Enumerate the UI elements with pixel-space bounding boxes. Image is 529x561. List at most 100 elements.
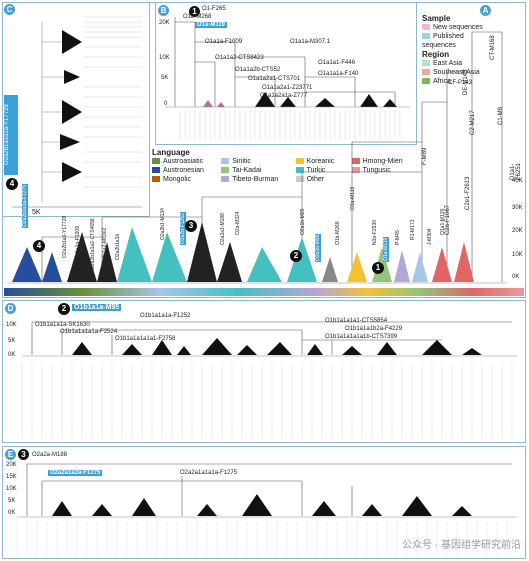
region-item-label: Southeast Asia xyxy=(433,69,480,76)
panel-e-tree xyxy=(16,463,517,556)
panel-a-clade-label: O2a2b1a1a-F1209 xyxy=(75,226,81,268)
language-swatch xyxy=(295,167,304,174)
panel-e-highlight: O2a2a1a2a-F1275 xyxy=(48,470,103,476)
language-item-label: Koreanic xyxy=(306,158,335,165)
panel-a-clade-label: O2a-M324 xyxy=(235,211,241,235)
panel-d-highlight: O1b1a1a-M95 xyxy=(72,304,122,311)
panel-a-clade-label: O2a2a1-M188 xyxy=(220,213,226,245)
language-swatch xyxy=(152,167,160,174)
panel-c-badge: 4 xyxy=(6,178,18,190)
panel-c-tree xyxy=(12,16,142,208)
language-item-label: Austroasiatic xyxy=(163,158,204,165)
region-swatch-africa xyxy=(422,78,430,85)
panel-d-label-5: O1b1a1a1a1a1-F2758 xyxy=(115,336,176,342)
panel-a-clade-label: P-M45 xyxy=(395,230,401,245)
region-item: East Asia xyxy=(422,59,492,68)
panel-b-tick-2: 5K xyxy=(161,75,169,81)
panel-a-right-tag-2: F-M89 xyxy=(422,147,428,165)
language-item: Turkic xyxy=(295,166,344,175)
panel-e-label: E xyxy=(5,449,16,460)
panel-d-label-3: O1b1a1a1a1a-F2524 xyxy=(60,329,118,335)
panel-a-ytick: 20K xyxy=(512,228,523,234)
panel-b-subclade-1: O1a1a-M307.1 xyxy=(290,39,331,45)
language-swatch xyxy=(351,167,360,174)
panel-a-clade-label: R1-M173 xyxy=(410,219,416,240)
language-swatch xyxy=(295,176,304,183)
language-swatch xyxy=(221,176,230,183)
panel-b-highlight: O1a-M119 xyxy=(195,22,228,28)
panel-a-clade-label: J-M304 xyxy=(427,228,433,245)
panel-e-tick-2: 10K xyxy=(6,486,17,492)
panel-a-clade-label: O2a2b1a1b xyxy=(115,233,121,260)
sample-item-label: Published sequences xyxy=(422,33,464,49)
language-swatch xyxy=(152,158,160,165)
panel-a-clade-label: O2a2b1a1a2-CTS4658 xyxy=(90,218,96,270)
language-legend: Language Austroasiatic Sinitic Koreanic … xyxy=(152,148,412,184)
panel-a-clade-label: Q1a1-M120 xyxy=(440,208,446,235)
panel-b-tree xyxy=(165,17,410,140)
panel-a-clade-label: N1b-F2930 xyxy=(372,219,378,245)
panel-e-tick-1: 15K xyxy=(6,474,17,480)
panel-a-highlight-1: O2a1b-M95 xyxy=(315,233,321,262)
panel-d-tick-1: 5K xyxy=(8,338,16,344)
panel-a-clade-label: O2a1b-M95 xyxy=(300,208,306,235)
language-item-label: Austronesian xyxy=(163,167,204,174)
language-item: Sinitic xyxy=(221,157,287,166)
panel-b-tick-3: 0 xyxy=(164,101,168,107)
sample-swatch-new xyxy=(422,24,430,31)
panel-b-subclade-4: O1a1a2b-CTS52 xyxy=(235,67,281,73)
language-item: Other xyxy=(295,175,344,184)
language-swatch xyxy=(295,158,304,165)
panel-b-tick-0: 20K xyxy=(159,20,170,26)
region-swatch-east-asia xyxy=(422,60,430,67)
language-item: Austronesian xyxy=(152,166,213,175)
panel-a-clade-label: O1b-M268 xyxy=(335,221,341,245)
panel-e-label-2: O2a2a1a1a1a-F1275 xyxy=(180,470,238,476)
panel-b-label: B xyxy=(158,5,169,16)
panel-d-label: D xyxy=(5,303,16,314)
panel-e-tick-3: 5K xyxy=(8,498,16,504)
panel-a-clade-label: O1a-M119 xyxy=(350,186,356,210)
language-item: Hmong-Mien xyxy=(351,157,412,166)
sample-item-label: New sequences xyxy=(433,24,483,31)
panel-d-tick-0: 10K xyxy=(6,322,17,328)
language-item: Koreanic xyxy=(295,157,344,166)
language-item: Tibeto-Burman xyxy=(221,175,287,184)
language-item-label: Sinitic xyxy=(232,158,251,165)
language-item-label: Tibeto-Burman xyxy=(232,176,279,183)
language-swatch xyxy=(221,158,230,165)
panel-b-top-label-1: O1b-M268 xyxy=(183,14,212,20)
panel-d-label-4: O1b1a1a1b2a-F4229 xyxy=(345,326,403,332)
panel-c-label: C xyxy=(4,4,15,15)
panel-b-subclade-5: O1a1a1a-F140 xyxy=(318,71,359,77)
panel-e-badge: 3 xyxy=(18,449,29,460)
panel-a-right-tag-3: CF-P143 xyxy=(448,80,473,86)
language-swatch xyxy=(351,158,360,165)
panel-a-highlight-0: O2a2b1a1a-F1275 xyxy=(22,184,28,228)
panel-e-tick-0: 20K xyxy=(6,462,17,468)
panel-b-subclade-3: O1a1a1-F446 xyxy=(318,60,356,66)
panel-e-tick-4: 0K xyxy=(8,510,16,516)
panel-b-top-label-0: O1-F265 xyxy=(202,6,226,12)
panel-b-subclade-0: O1a1a-F1009 xyxy=(205,39,243,45)
panel-a-right-mid-1: C2-M217 xyxy=(470,110,476,135)
panel-a-ytick: 0K xyxy=(512,274,520,280)
panel-b-subclade-7: O1a1a2a1-Z23771 xyxy=(262,85,313,91)
language-swatch xyxy=(221,167,230,174)
region-title: Region xyxy=(422,50,450,59)
sample-title: Sample xyxy=(422,14,451,23)
language-legend-grid: Austroasiatic Sinitic Koreanic Hmong-Mie… xyxy=(152,157,412,184)
panel-a-right-mid-0: C1-M8 xyxy=(498,106,504,125)
panel-a-highlight-3: O1a-M119 xyxy=(383,236,389,262)
panel-b-tick-1: 10K xyxy=(159,55,170,61)
language-title: Language xyxy=(152,148,190,157)
language-item-label: Turkic xyxy=(306,167,326,174)
panel-a-clade-label: O2a2b1a1-Y17728 xyxy=(62,215,68,258)
region-item: Southeast Asia xyxy=(422,68,492,77)
panel-a-clade-label: O2a2b1a2-M8302 xyxy=(102,227,108,268)
panel-d-label-6: O1b1a1a1a1a1b-CTS7399 xyxy=(325,334,398,340)
panel-a-clade-label: O2a2b1-M134 xyxy=(160,208,166,240)
language-item: Mongolic xyxy=(152,175,213,184)
sample-region-legend: Sample New sequences Published sequences… xyxy=(422,14,492,86)
panel-d xyxy=(2,300,526,443)
